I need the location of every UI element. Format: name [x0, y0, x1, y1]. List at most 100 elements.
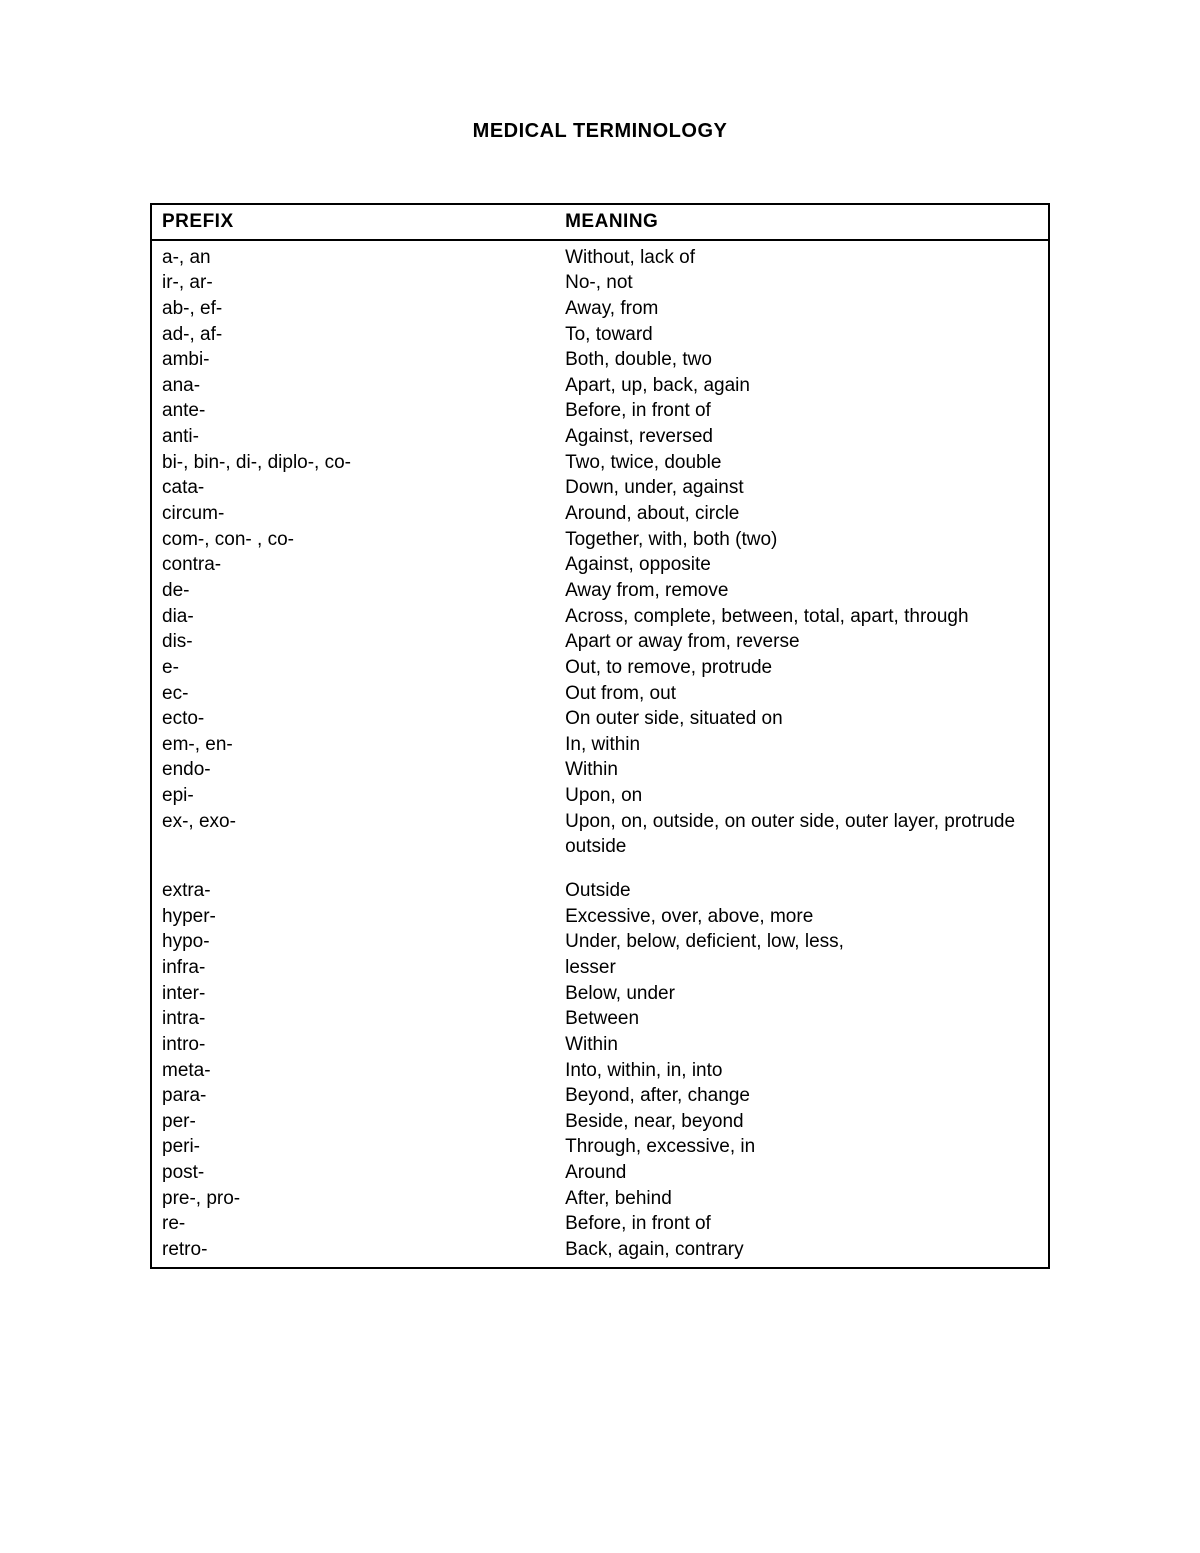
prefix-cell: retro- [151, 1237, 555, 1268]
table-row: ambi-Both, double, two [151, 347, 1049, 373]
table-row: peri-Through, excessive, in [151, 1134, 1049, 1160]
prefix-cell: ec- [151, 681, 555, 707]
prefix-cell: a-, an [151, 240, 555, 271]
table-row: para-Beyond, after, change [151, 1083, 1049, 1109]
prefix-cell: bi-, bin-, di-, diplo-, co- [151, 450, 555, 476]
table-row: de-Away from, remove [151, 578, 1049, 604]
table-row: circum-Around, about, circle [151, 501, 1049, 527]
prefix-cell: circum- [151, 501, 555, 527]
prefix-cell: re- [151, 1211, 555, 1237]
table-row: cata-Down, under, against [151, 475, 1049, 501]
table-row: pre-, pro-After, behind [151, 1186, 1049, 1212]
prefix-cell: inter- [151, 981, 555, 1007]
table-row: ecto-On outer side, situated on [151, 706, 1049, 732]
prefix-cell: com-, con- , co- [151, 527, 555, 553]
meaning-cell: No-, not [555, 270, 1049, 296]
prefix-cell: ab-, ef- [151, 296, 555, 322]
table-row: ana-Apart, up, back, again [151, 373, 1049, 399]
table-row: meta-Into, within, in, into [151, 1058, 1049, 1084]
prefix-cell: anti- [151, 424, 555, 450]
table-row: epi-Upon, on [151, 783, 1049, 809]
meaning-cell: Out, to remove, protrude [555, 655, 1049, 681]
meaning-cell: Beyond, after, change [555, 1083, 1049, 1109]
document-page: MEDICAL TERMINOLOGY PREFIX MEANING a-, a… [0, 0, 1200, 1553]
table-row: ec-Out from, out [151, 681, 1049, 707]
meaning-cell: Against, opposite [555, 552, 1049, 578]
table-row: inter-Below, under [151, 981, 1049, 1007]
prefix-cell: ecto- [151, 706, 555, 732]
meaning-cell: Beside, near, beyond [555, 1109, 1049, 1135]
prefix-cell: ana- [151, 373, 555, 399]
meaning-cell: Around [555, 1160, 1049, 1186]
prefix-cell: intro- [151, 1032, 555, 1058]
page-title: MEDICAL TERMINOLOGY [150, 120, 1050, 143]
meaning-cell: Around, about, circle [555, 501, 1049, 527]
meaning-cell: Excessive, over, above, more [555, 904, 1049, 930]
prefix-cell: extra- [151, 878, 555, 904]
table-header-row: PREFIX MEANING [151, 204, 1049, 240]
table-row: re-Before, in front of [151, 1211, 1049, 1237]
table-row: intra-Between [151, 1006, 1049, 1032]
prefix-cell: ex-, exo- [151, 809, 555, 860]
table-row: hypo-Under, below, deficient, low, less, [151, 929, 1049, 955]
table-row: dia-Across, complete, between, total, ap… [151, 604, 1049, 630]
table-row: post-Around [151, 1160, 1049, 1186]
table-spacer-row [151, 860, 1049, 878]
meaning-cell: After, behind [555, 1186, 1049, 1212]
meaning-cell: Together, with, both (two) [555, 527, 1049, 553]
prefix-cell: pre-, pro- [151, 1186, 555, 1212]
meaning-cell: Both, double, two [555, 347, 1049, 373]
meaning-cell: Into, within, in, into [555, 1058, 1049, 1084]
meaning-cell: Down, under, against [555, 475, 1049, 501]
meaning-cell: Across, complete, between, total, apart,… [555, 604, 1049, 630]
meaning-cell: Out from, out [555, 681, 1049, 707]
table-row: contra-Against, opposite [151, 552, 1049, 578]
meaning-cell: Away from, remove [555, 578, 1049, 604]
prefix-cell: de- [151, 578, 555, 604]
table-row: em-, en-In, within [151, 732, 1049, 758]
table-row: retro-Back, again, contrary [151, 1237, 1049, 1268]
meaning-cell: Before, in front of [555, 1211, 1049, 1237]
prefix-cell: e- [151, 655, 555, 681]
meaning-cell: Before, in front of [555, 398, 1049, 424]
column-header-prefix: PREFIX [151, 204, 555, 240]
prefix-cell: dis- [151, 629, 555, 655]
prefix-cell: ir-, ar- [151, 270, 555, 296]
table-row: a-, anWithout, lack of [151, 240, 1049, 271]
prefix-cell: dia- [151, 604, 555, 630]
prefix-cell: cata- [151, 475, 555, 501]
table-row: com-, con- , co-Together, with, both (tw… [151, 527, 1049, 553]
meaning-cell: lesser [555, 955, 1049, 981]
prefix-cell: ad-, af- [151, 322, 555, 348]
table-row: infra-lesser [151, 955, 1049, 981]
table-row: ab-, ef-Away, from [151, 296, 1049, 322]
meaning-cell: Within [555, 1032, 1049, 1058]
meaning-cell: Without, lack of [555, 240, 1049, 271]
prefix-cell: ambi- [151, 347, 555, 373]
prefix-cell: infra- [151, 955, 555, 981]
prefix-cell: para- [151, 1083, 555, 1109]
table-row: bi-, bin-, di-, diplo-, co-Two, twice, d… [151, 450, 1049, 476]
prefix-cell: per- [151, 1109, 555, 1135]
prefix-cell: post- [151, 1160, 555, 1186]
meaning-cell: Between [555, 1006, 1049, 1032]
table-row: extra-Outside [151, 878, 1049, 904]
table-row: ex-, exo-Upon, on, outside, on outer sid… [151, 809, 1049, 860]
prefix-cell: ante- [151, 398, 555, 424]
meaning-cell: Under, below, deficient, low, less, [555, 929, 1049, 955]
prefix-cell: meta- [151, 1058, 555, 1084]
meaning-cell: Apart or away from, reverse [555, 629, 1049, 655]
prefix-cell: hyper- [151, 904, 555, 930]
meaning-cell: Upon, on, outside, on outer side, outer … [555, 809, 1049, 860]
meaning-cell: Upon, on [555, 783, 1049, 809]
meaning-cell: Outside [555, 878, 1049, 904]
meaning-cell: To, toward [555, 322, 1049, 348]
prefix-cell: peri- [151, 1134, 555, 1160]
table-row: e-Out, to remove, protrude [151, 655, 1049, 681]
prefix-cell: endo- [151, 757, 555, 783]
meaning-cell: In, within [555, 732, 1049, 758]
spacer-cell [555, 860, 1049, 878]
prefix-cell: epi- [151, 783, 555, 809]
spacer-cell [151, 860, 555, 878]
meaning-cell: Back, again, contrary [555, 1237, 1049, 1268]
